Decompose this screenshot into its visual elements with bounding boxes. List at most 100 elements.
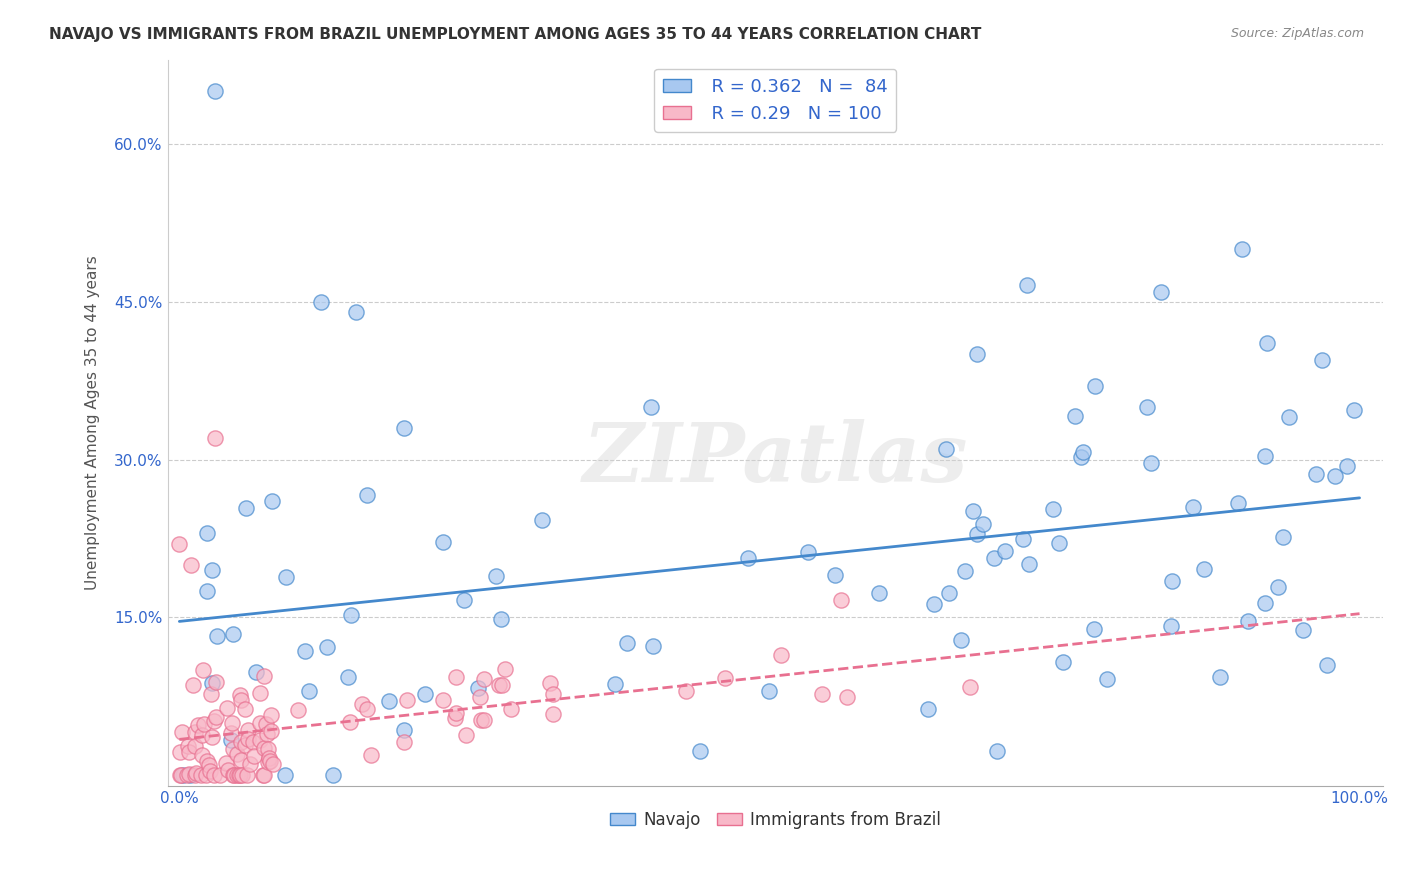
Point <box>260 723 283 738</box>
Point <box>959 680 981 694</box>
Point <box>1182 500 1205 515</box>
Point <box>1305 467 1327 482</box>
Point <box>204 84 226 98</box>
Point <box>737 551 759 566</box>
Point <box>1064 409 1087 424</box>
Point <box>229 753 252 767</box>
Point <box>190 768 212 782</box>
Point <box>229 688 252 702</box>
Point <box>472 714 495 728</box>
Point <box>378 694 401 708</box>
Point <box>924 597 946 611</box>
Point <box>675 683 697 698</box>
Point <box>177 766 200 780</box>
Point <box>796 545 818 559</box>
Point <box>191 728 214 742</box>
Point <box>1083 379 1105 393</box>
Point <box>219 733 242 747</box>
Point <box>1310 352 1333 367</box>
Point <box>336 670 359 684</box>
Point <box>1160 618 1182 632</box>
Point <box>202 714 225 728</box>
Point <box>195 583 218 598</box>
Point <box>222 768 245 782</box>
Point <box>1316 658 1339 673</box>
Point <box>499 702 522 716</box>
Point <box>1047 536 1070 550</box>
Point <box>222 627 245 641</box>
Point <box>274 570 297 584</box>
Point <box>356 702 378 716</box>
Point <box>204 432 226 446</box>
Point <box>249 686 271 700</box>
Point <box>187 718 209 732</box>
Point <box>392 735 415 749</box>
Point <box>1209 670 1232 684</box>
Point <box>350 697 373 711</box>
Point <box>229 735 252 749</box>
Point <box>444 706 467 721</box>
Point <box>183 768 205 782</box>
Point <box>259 750 281 764</box>
Point <box>769 648 792 662</box>
Point <box>236 731 259 746</box>
Point <box>181 678 204 692</box>
Point <box>488 678 510 692</box>
Point <box>222 742 245 756</box>
Point <box>824 567 846 582</box>
Point <box>253 740 276 755</box>
Point <box>530 513 553 527</box>
Point <box>1343 402 1365 417</box>
Point <box>456 727 478 741</box>
Point <box>1161 574 1184 588</box>
Point <box>1227 496 1250 510</box>
Point <box>917 702 939 716</box>
Point <box>470 690 492 704</box>
Point <box>184 739 207 754</box>
Point <box>177 745 200 759</box>
Point <box>217 763 239 777</box>
Point <box>758 684 780 698</box>
Point <box>1278 409 1301 424</box>
Point <box>1254 596 1277 610</box>
Point <box>1336 458 1358 473</box>
Point <box>605 677 627 691</box>
Point <box>467 681 489 696</box>
Point <box>1254 450 1277 464</box>
Point <box>243 749 266 764</box>
Point <box>169 745 191 759</box>
Point <box>491 678 513 692</box>
Point <box>868 586 890 600</box>
Point <box>225 768 247 782</box>
Point <box>322 768 344 782</box>
Point <box>444 670 467 684</box>
Point <box>252 768 274 782</box>
Point <box>1095 672 1118 686</box>
Point <box>953 565 976 579</box>
Point <box>215 701 238 715</box>
Point <box>222 768 245 782</box>
Point <box>259 708 281 723</box>
Point <box>966 527 988 541</box>
Point <box>1011 532 1033 546</box>
Point <box>962 503 984 517</box>
Point <box>966 347 988 361</box>
Point <box>1256 335 1278 350</box>
Point <box>1042 501 1064 516</box>
Point <box>172 768 194 782</box>
Point <box>344 305 367 319</box>
Point <box>195 526 218 541</box>
Point <box>170 725 193 739</box>
Point <box>254 717 277 731</box>
Point <box>201 563 224 577</box>
Point <box>1230 242 1253 256</box>
Point <box>356 488 378 502</box>
Point <box>1272 530 1295 544</box>
Point <box>1267 580 1289 594</box>
Point <box>193 716 215 731</box>
Point <box>298 684 321 698</box>
Point <box>472 672 495 686</box>
Point <box>339 714 361 729</box>
Point <box>249 732 271 747</box>
Point <box>640 400 662 414</box>
